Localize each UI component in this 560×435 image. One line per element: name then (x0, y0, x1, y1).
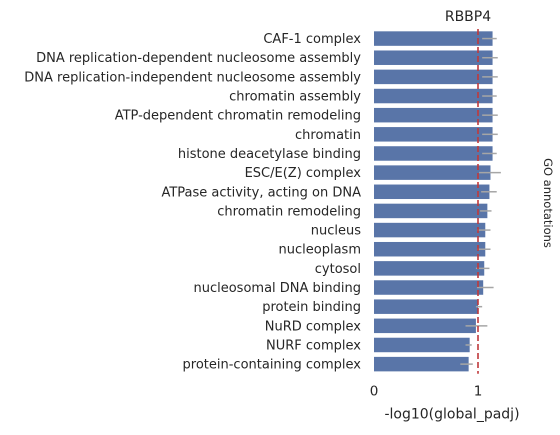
bar (374, 222, 486, 238)
side-label: GO annotations (541, 158, 555, 248)
category-label: chromatin remodeling (217, 204, 361, 219)
bar (374, 318, 476, 334)
error-bars (460, 37, 501, 365)
category-labels: CAF-1 complex DNA replication-dependent n… (24, 32, 361, 373)
category-label: DNA replication-dependent nucleosome ass… (36, 51, 361, 66)
bar (374, 146, 493, 161)
chart-title: RBBP4 (445, 9, 491, 25)
category-label: ESC/E(Z) complex (245, 166, 362, 181)
category-label: histone deacetylase binding (178, 147, 361, 162)
bar (374, 356, 469, 372)
bar (374, 241, 486, 257)
category-label: DNA replication-independent nucleosome a… (24, 70, 361, 85)
bar (374, 107, 493, 123)
category-label: ATPase activity, acting on DNA (161, 185, 361, 200)
bar (374, 165, 491, 180)
category-label: CAF-1 complex (263, 32, 361, 47)
category-label: nucleoplasm (279, 243, 361, 258)
x-tick-label: 0 (370, 384, 379, 400)
bar (374, 203, 488, 219)
bar (374, 88, 493, 104)
category-label: NuRD complex (265, 319, 362, 334)
category-label: nucleosomal DNA binding (193, 281, 361, 296)
category-label: protein-containing complex (183, 358, 362, 373)
category-label: cytosol (315, 262, 361, 277)
bar (374, 184, 490, 200)
bar (374, 261, 485, 276)
category-label: nucleus (311, 224, 361, 239)
category-label: protein binding (262, 300, 361, 315)
bar (374, 280, 484, 295)
bar (374, 299, 478, 314)
category-label: chromatin assembly (229, 90, 361, 105)
bar (374, 50, 493, 65)
x-axis-label: -log10(global_padj) (384, 407, 519, 423)
bar (374, 127, 493, 142)
bar (374, 69, 493, 85)
category-label: NURF complex (266, 338, 361, 353)
x-tick-label: 1 (474, 384, 483, 400)
category-label: chromatin (295, 128, 361, 143)
category-label: ATP-dependent chromatin remodeling (115, 109, 361, 124)
bars (374, 31, 493, 372)
bar (374, 31, 493, 46)
bar (374, 337, 470, 353)
